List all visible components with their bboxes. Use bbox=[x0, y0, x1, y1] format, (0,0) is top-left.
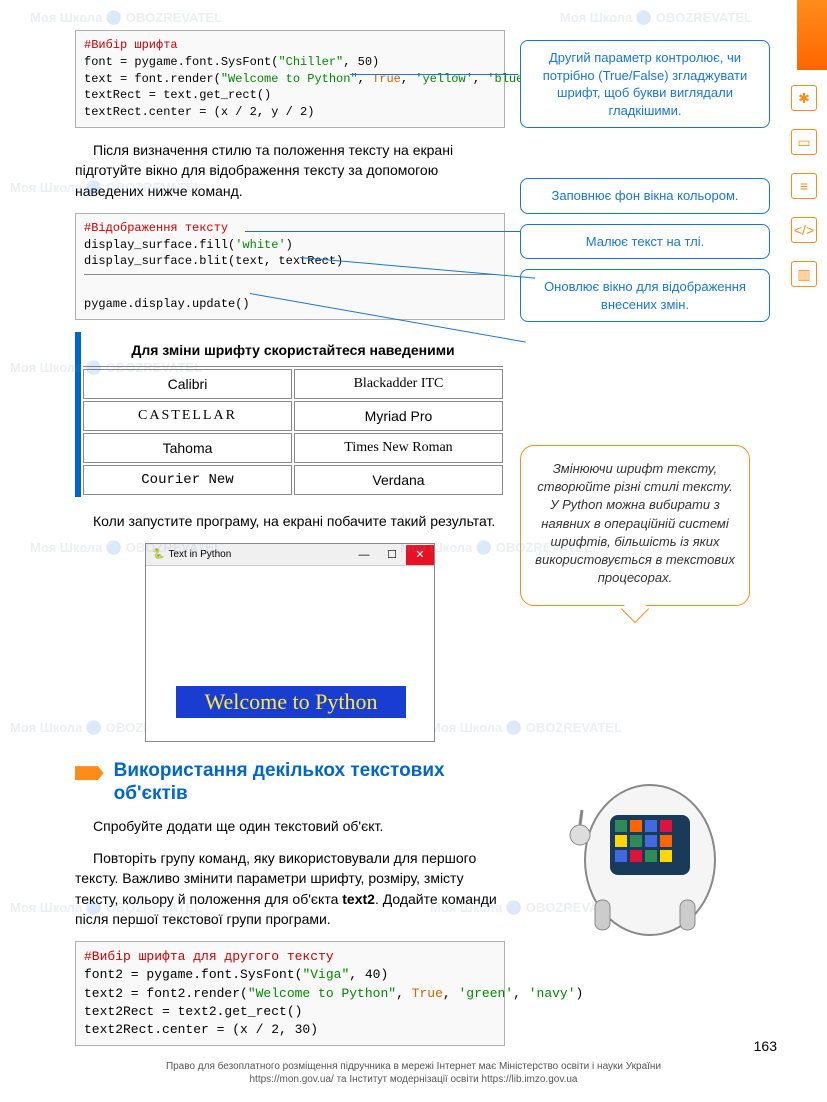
footer-line-1: Право для безоплатного розміщення підруч… bbox=[0, 1060, 827, 1073]
code-block-1: #Вибір шрифта font = pygame.font.SysFont… bbox=[75, 30, 505, 128]
minimize-button[interactable]: — bbox=[350, 545, 378, 565]
side-icons: ✱ ▭ ≡ </> ▥ bbox=[789, 85, 819, 287]
paragraph-2: Коли запустите програму, на екрані побач… bbox=[75, 511, 505, 531]
callout-4: Оновлює вікно для відображення внесених … bbox=[520, 269, 770, 322]
table-row: CalibriBlackadder ITC bbox=[83, 369, 503, 399]
table-row: Courier NewVerdana bbox=[83, 465, 503, 495]
window-title: Text in Python bbox=[168, 549, 231, 560]
table-header: Для зміни шрифту скористайтеся наведеним… bbox=[83, 334, 503, 367]
section-marker-icon bbox=[75, 766, 104, 780]
tip-text: Змінюючи шрифт тексту, створюйте різні с… bbox=[535, 461, 735, 585]
tip-box: Змінюючи шрифт тексту, створюйте різні с… bbox=[520, 445, 750, 606]
section-header: Використання декількох текстових об'єкті… bbox=[75, 760, 505, 806]
window-icon: 🐍 bbox=[152, 549, 164, 560]
code-icon: </> bbox=[791, 217, 817, 243]
close-button[interactable]: ✕ bbox=[406, 545, 434, 565]
projector-icon: ▭ bbox=[791, 129, 817, 155]
paragraph-4: Повторіть групу команд, яку використовув… bbox=[75, 848, 505, 929]
robot-illustration bbox=[540, 760, 740, 940]
footer: Право для безоплатного розміщення підруч… bbox=[0, 1060, 827, 1086]
maximize-button[interactable]: ☐ bbox=[378, 545, 406, 565]
welcome-banner: Welcome to Python bbox=[176, 686, 406, 718]
callout-2: Заповнює фон вікна кольором. bbox=[520, 178, 770, 214]
code-block-2: #Відображення тексту display_surface.fil… bbox=[75, 213, 505, 320]
window-titlebar: 🐍 Text in Python — ☐ ✕ bbox=[146, 544, 434, 566]
paragraph-1: Після визначення стилю та положення текс… bbox=[75, 140, 505, 201]
section-title: Використання декількох текстових об'єкті… bbox=[114, 760, 505, 806]
lead-line bbox=[245, 231, 520, 232]
paragraph-3: Спробуйте додати ще один текстовий об'єк… bbox=[75, 816, 505, 836]
table-row: TahomaTimes New Roman bbox=[83, 433, 503, 463]
speech-tail bbox=[621, 595, 649, 623]
font-table: Для зміни шрифту скористайтеся наведеним… bbox=[75, 332, 505, 497]
code-comment: #Відображення тексту bbox=[84, 221, 228, 235]
table-row: CASTELLARMyriad Pro bbox=[83, 401, 503, 431]
film-icon: ▥ bbox=[791, 261, 817, 287]
callout-1: Другий параметр контролює, чи потрібно (… bbox=[520, 40, 770, 128]
code-comment: #Вибір шрифта для другого тексту bbox=[84, 949, 334, 964]
network-icon: ✱ bbox=[791, 85, 817, 111]
page-number: 163 bbox=[754, 1038, 777, 1054]
footer-line-2: https://mon.gov.ua/ та Інститут модерніз… bbox=[0, 1073, 827, 1086]
code-comment: #Вибір шрифта bbox=[84, 38, 178, 52]
callout-3: Малює текст на тлі. bbox=[520, 224, 770, 260]
side-column: Другий параметр контролює, чи потрібно (… bbox=[520, 40, 770, 332]
chapter-tab bbox=[797, 0, 827, 70]
code-block-3: #Вибір шрифта для другого тексту font2 =… bbox=[75, 941, 505, 1046]
page: Моя Школа 🔵 OBOZREVATEL Моя Школа 🔵 OBOZ… bbox=[0, 0, 827, 1102]
watermark: Моя Школа 🔵 OBOZREVATEL bbox=[560, 10, 752, 26]
main-column: #Вибір шрифта font = pygame.font.SysFont… bbox=[75, 30, 505, 1058]
window-body: Welcome to Python bbox=[146, 566, 434, 741]
lead-line bbox=[350, 74, 518, 75]
result-window: 🐍 Text in Python — ☐ ✕ Welcome to Python bbox=[145, 543, 435, 742]
watermark: Моя Школа 🔵 OBOZREVATEL bbox=[30, 10, 222, 26]
document-icon: ≡ bbox=[791, 173, 817, 199]
